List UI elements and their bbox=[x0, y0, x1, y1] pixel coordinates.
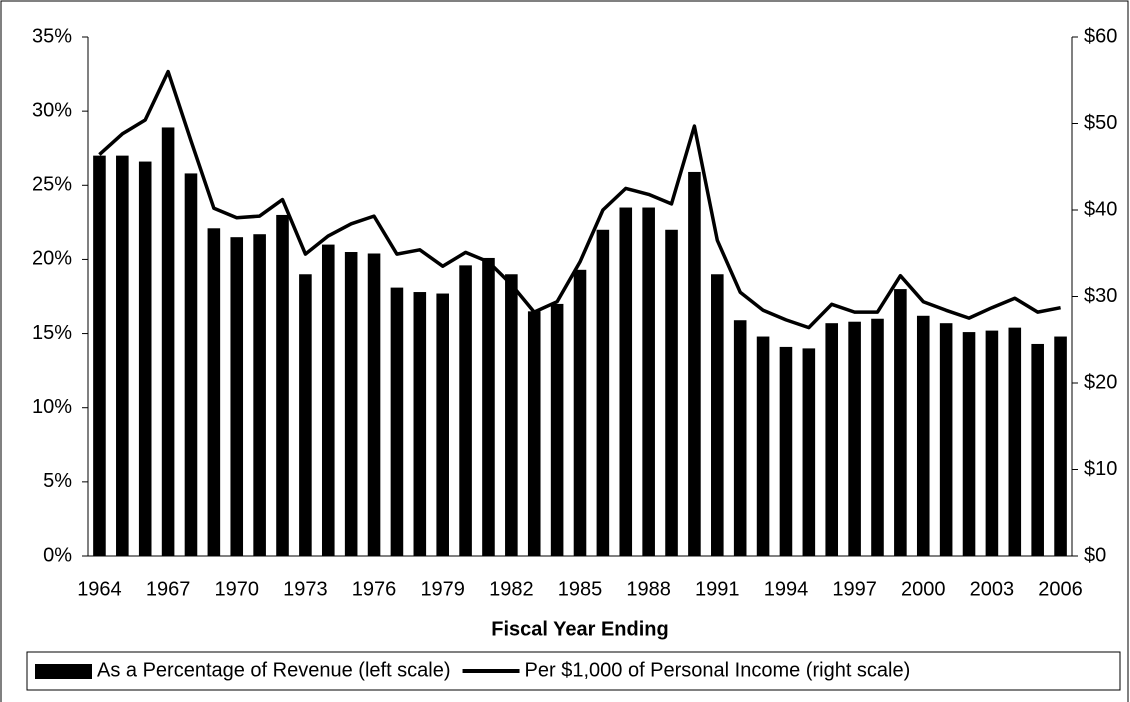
bar bbox=[573, 269, 587, 556]
x-tick-label: 1979 bbox=[420, 578, 465, 600]
bar bbox=[619, 207, 633, 556]
bar bbox=[367, 253, 381, 557]
y-tick-label: 15% bbox=[32, 322, 72, 344]
bar bbox=[93, 155, 106, 556]
bar bbox=[894, 289, 907, 556]
x-tick-label: 1970 bbox=[214, 578, 259, 600]
bar bbox=[253, 234, 266, 556]
bar bbox=[527, 311, 541, 556]
bar bbox=[1008, 327, 1022, 556]
x-tick-label: 1997 bbox=[832, 578, 877, 600]
x-tick-label: 2006 bbox=[1038, 578, 1083, 600]
line bbox=[98, 69, 1061, 330]
bar bbox=[436, 293, 449, 556]
y2-tick-label: $10 bbox=[1084, 458, 1117, 480]
bar bbox=[871, 318, 884, 556]
bar bbox=[916, 315, 930, 556]
y-tick-label: 30% bbox=[32, 99, 72, 121]
y2-tick-label: $30 bbox=[1084, 285, 1117, 307]
bar bbox=[459, 265, 472, 556]
bar bbox=[596, 229, 610, 556]
bar bbox=[733, 320, 747, 556]
bar bbox=[413, 292, 427, 556]
y-tick-label: 25% bbox=[32, 174, 72, 196]
x-tick-label: 1973 bbox=[283, 578, 328, 600]
bar bbox=[161, 127, 175, 556]
x-tick-label: 1964 bbox=[77, 578, 122, 600]
bar bbox=[1031, 343, 1044, 556]
bar bbox=[802, 348, 816, 556]
bar bbox=[138, 161, 152, 556]
bar bbox=[642, 207, 655, 556]
bar bbox=[825, 323, 839, 556]
bar bbox=[299, 274, 312, 556]
legend-swatch bbox=[35, 664, 92, 679]
x-tick-label: 1991 bbox=[695, 578, 740, 600]
y2-tick-label: $0 bbox=[1084, 544, 1106, 566]
x-tick-label: 2003 bbox=[970, 578, 1015, 600]
bar bbox=[184, 173, 198, 556]
x-tick-label: 1994 bbox=[764, 578, 809, 600]
bar bbox=[505, 274, 518, 556]
y-tick-label: 20% bbox=[32, 248, 72, 270]
bar bbox=[344, 252, 358, 556]
y-tick-label: 10% bbox=[32, 396, 72, 418]
x-tick-label: 2000 bbox=[901, 578, 946, 600]
legend-box bbox=[26, 651, 1121, 691]
y2-tick-label: $20 bbox=[1084, 371, 1117, 393]
y2-tick-label: $40 bbox=[1084, 198, 1117, 220]
x-tick-label: 1976 bbox=[352, 578, 397, 600]
y2-tick-label: $50 bbox=[1084, 112, 1117, 134]
bar bbox=[1054, 336, 1067, 556]
x-tick-label: 1982 bbox=[489, 578, 534, 600]
bar bbox=[665, 229, 678, 556]
legend-label: As a Percentage of Revenue (left scale) bbox=[97, 659, 451, 681]
y2-tick-label: $60 bbox=[1084, 25, 1117, 47]
bar bbox=[688, 171, 701, 556]
y-tick-label: 0% bbox=[43, 544, 72, 566]
x-tick-label: 1988 bbox=[626, 578, 671, 600]
y-tick-label: 35% bbox=[32, 25, 72, 47]
bar bbox=[756, 336, 770, 556]
bar bbox=[482, 257, 495, 556]
bar bbox=[116, 155, 129, 556]
bar bbox=[848, 321, 861, 556]
y-tick-label: 5% bbox=[43, 470, 72, 492]
legend-label: Per $1,000 of Personal Income (right sca… bbox=[525, 659, 911, 681]
bar bbox=[939, 323, 953, 556]
bar bbox=[207, 228, 221, 556]
bar bbox=[962, 332, 976, 556]
x-tick-label: 1985 bbox=[558, 578, 603, 600]
x-axis-title: Fiscal Year Ending bbox=[491, 618, 668, 640]
bar bbox=[711, 274, 724, 556]
bar bbox=[390, 287, 404, 556]
bar bbox=[230, 237, 244, 556]
bar bbox=[985, 330, 999, 556]
bar bbox=[276, 214, 289, 556]
bar bbox=[321, 244, 335, 556]
x-tick-label: 1967 bbox=[146, 578, 191, 600]
bar bbox=[550, 303, 564, 556]
bar bbox=[779, 346, 793, 556]
